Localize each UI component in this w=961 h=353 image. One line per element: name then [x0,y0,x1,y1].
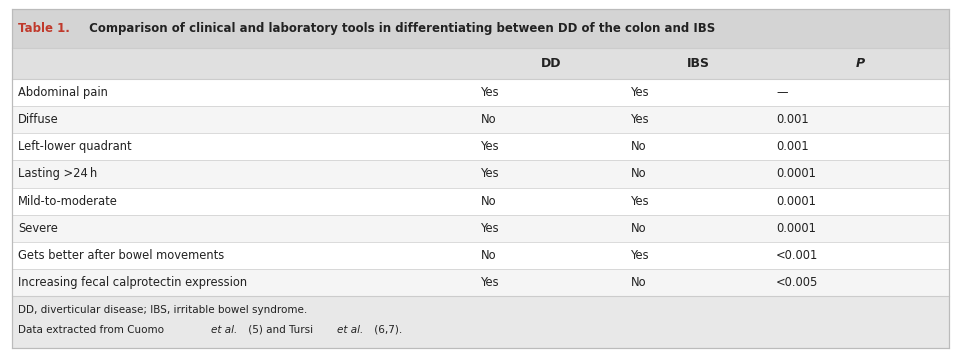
Text: et al.: et al. [336,325,363,335]
Text: Left-lower quadrant: Left-lower quadrant [18,140,132,153]
Text: Yes: Yes [480,222,500,235]
Text: Yes: Yes [480,167,500,180]
Text: Diffuse: Diffuse [18,113,59,126]
Text: Abdominal pain: Abdominal pain [18,86,109,99]
Text: IBS: IBS [687,57,710,70]
Bar [12,215,949,242]
Text: Comparison of clinical and laboratory tools in differentiating between DD of the: Comparison of clinical and laboratory to… [86,22,715,35]
Text: No: No [630,140,647,153]
Bar [12,160,949,187]
Bar [12,242,949,269]
Text: Yes: Yes [480,140,500,153]
Text: DD: DD [541,57,561,70]
Text: DD, diverticular disease; IBS, irritable bowel syndrome.: DD, diverticular disease; IBS, irritable… [18,305,308,315]
Text: Yes: Yes [630,86,650,99]
Bar [12,187,949,215]
Text: Severe: Severe [18,222,58,235]
Text: 0.001: 0.001 [776,113,809,126]
Text: Yes: Yes [480,276,500,289]
Text: Lasting >24 h: Lasting >24 h [18,167,97,180]
Text: Yes: Yes [630,195,650,208]
Text: 0.0001: 0.0001 [776,222,816,235]
Bar [12,9,949,48]
Text: 0.0001: 0.0001 [776,195,816,208]
Text: <0.001: <0.001 [776,249,819,262]
Text: P: P [856,57,865,70]
Text: No: No [630,222,647,235]
Text: Gets better after bowel movements: Gets better after bowel movements [18,249,225,262]
Text: No: No [630,167,647,180]
Text: Yes: Yes [480,86,500,99]
Text: (5) and Tursi: (5) and Tursi [245,325,316,335]
Text: (6,7).: (6,7). [371,325,402,335]
Bar [12,133,949,160]
Text: 0.0001: 0.0001 [776,167,816,180]
Bar [12,269,949,297]
Text: et al.: et al. [210,325,237,335]
Bar [12,297,949,348]
Text: Yes: Yes [630,113,650,126]
Bar [12,48,949,79]
Text: No: No [480,195,496,208]
Bar [12,79,949,106]
Text: Yes: Yes [630,249,650,262]
Bar [12,106,949,133]
Text: Table 1.: Table 1. [18,22,70,35]
Text: Data extracted from Cuomo: Data extracted from Cuomo [18,325,167,335]
Text: —: — [776,86,788,99]
Text: <0.005: <0.005 [776,276,819,289]
Text: Increasing fecal calprotectin expression: Increasing fecal calprotectin expression [18,276,247,289]
Text: No: No [480,249,496,262]
Text: 0.001: 0.001 [776,140,809,153]
Text: No: No [630,276,647,289]
Text: No: No [480,113,496,126]
Text: Mild-to-moderate: Mild-to-moderate [18,195,118,208]
